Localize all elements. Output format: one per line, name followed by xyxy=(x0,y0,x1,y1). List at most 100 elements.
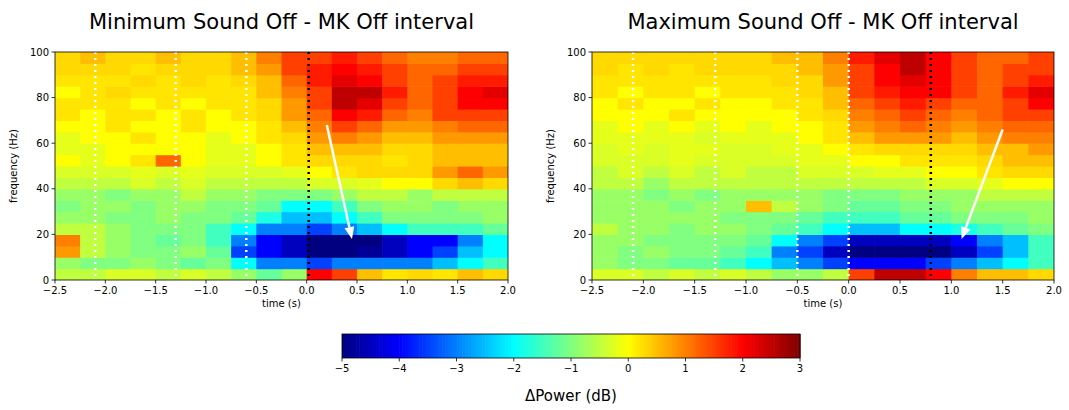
cell xyxy=(256,52,282,64)
cell xyxy=(458,212,484,224)
cell xyxy=(105,132,131,144)
cell xyxy=(80,86,106,98)
cell xyxy=(307,98,333,110)
cell xyxy=(746,120,772,132)
cell xyxy=(977,86,1003,98)
cell xyxy=(307,177,333,189)
cell xyxy=(695,120,721,132)
cell xyxy=(720,155,746,167)
cell xyxy=(695,52,721,64)
cell xyxy=(458,52,484,64)
colorbar-label: ΔPower (dB) xyxy=(525,387,617,405)
cell xyxy=(643,177,669,189)
cell xyxy=(80,143,106,155)
cell xyxy=(282,166,308,178)
cell xyxy=(55,155,81,167)
cell xyxy=(823,75,849,87)
cell xyxy=(131,246,157,258)
cell xyxy=(458,86,484,98)
cell xyxy=(772,52,798,64)
cell xyxy=(720,177,746,189)
cell xyxy=(977,63,1003,75)
cell xyxy=(1003,223,1029,235)
cell xyxy=(951,63,977,75)
colorbar-tick xyxy=(456,358,457,362)
cell xyxy=(874,109,900,121)
cell xyxy=(1003,132,1029,144)
cell xyxy=(282,177,308,189)
cell xyxy=(231,246,257,258)
cell xyxy=(746,246,772,258)
cell xyxy=(181,98,207,110)
y-tick-label: 40 xyxy=(36,183,49,194)
cell xyxy=(849,166,875,178)
cell xyxy=(1003,246,1029,258)
cell xyxy=(1003,86,1029,98)
x-tick-label: 0.0 xyxy=(841,285,857,296)
cell xyxy=(105,257,131,269)
cell xyxy=(772,98,798,110)
cell xyxy=(797,246,823,258)
cell xyxy=(669,234,695,246)
cell xyxy=(849,86,875,98)
cell xyxy=(156,75,182,87)
cell xyxy=(231,212,257,224)
cell xyxy=(618,63,644,75)
cell xyxy=(382,52,408,64)
cell xyxy=(746,212,772,224)
cell xyxy=(797,63,823,75)
cell xyxy=(977,212,1003,224)
cell xyxy=(797,120,823,132)
cell xyxy=(206,120,232,132)
y-tick xyxy=(52,97,56,98)
figure: −2.5−2.0−1.5−1.0−0.50.00.51.01.52.002040… xyxy=(0,0,1069,410)
cell xyxy=(105,120,131,132)
cell xyxy=(669,109,695,121)
cell xyxy=(458,132,484,144)
cell xyxy=(55,75,81,87)
cell xyxy=(105,234,131,246)
cell xyxy=(483,109,508,121)
y-tick-label: 100 xyxy=(567,47,586,58)
cell xyxy=(206,166,232,178)
cell xyxy=(105,189,131,201)
cell xyxy=(618,155,644,167)
x-axis-title: time (s) xyxy=(804,298,843,309)
cell xyxy=(592,143,618,155)
cell xyxy=(105,52,131,64)
cell xyxy=(900,246,926,258)
cell xyxy=(977,246,1003,258)
cell xyxy=(483,223,508,235)
cell xyxy=(618,109,644,121)
cell xyxy=(80,257,106,269)
cell xyxy=(1003,63,1029,75)
cell xyxy=(483,155,508,167)
cell xyxy=(900,200,926,212)
cell xyxy=(382,120,408,132)
y-tick-label: 80 xyxy=(573,92,586,103)
cell xyxy=(669,52,695,64)
cell xyxy=(746,223,772,235)
cell xyxy=(105,98,131,110)
cell xyxy=(156,212,182,224)
cell xyxy=(746,75,772,87)
cell xyxy=(874,200,900,212)
cell xyxy=(643,109,669,121)
cell xyxy=(483,63,508,75)
cell xyxy=(156,143,182,155)
cell xyxy=(772,63,798,75)
cell xyxy=(797,75,823,87)
cell xyxy=(720,52,746,64)
x-tick-label: 1.0 xyxy=(943,285,959,296)
cell xyxy=(823,120,849,132)
cell xyxy=(105,109,131,121)
cell xyxy=(900,257,926,269)
cell xyxy=(156,200,182,212)
cell xyxy=(307,200,333,212)
cell xyxy=(231,52,257,64)
cell xyxy=(720,132,746,144)
cell xyxy=(797,257,823,269)
cell xyxy=(55,143,81,155)
x-tick-label: −1.0 xyxy=(734,285,758,296)
cell xyxy=(483,132,508,144)
